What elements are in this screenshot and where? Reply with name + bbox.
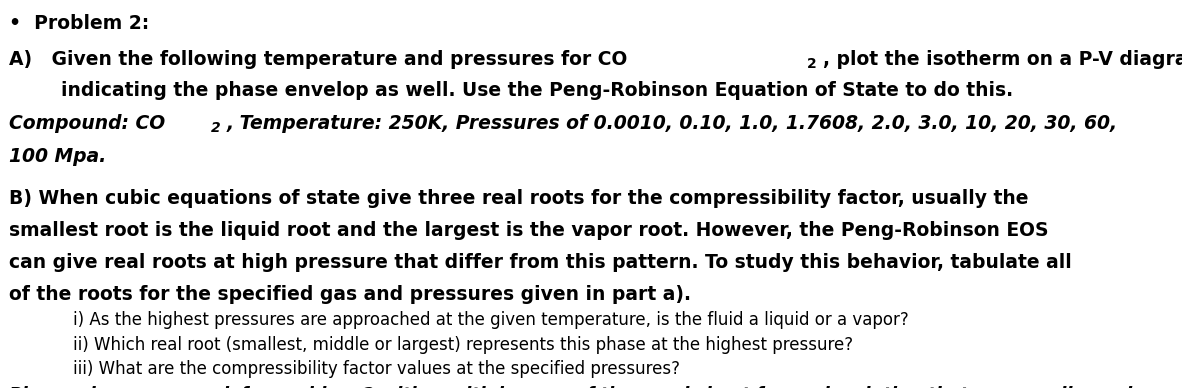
Text: can give real roots at high pressure that differ from this pattern. To study thi: can give real roots at high pressure tha…: [9, 253, 1072, 272]
Text: A)   Given the following temperature and pressures for CO: A) Given the following temperature and p…: [9, 50, 628, 69]
Text: Compound: CO: Compound: CO: [9, 114, 165, 133]
Text: indicating the phase envelop as well. Use the Peng-Robinson Equation of State to: indicating the phase envelop as well. Us…: [9, 81, 1014, 100]
Text: smallest root is the liquid root and the largest is the vapor root. However, the: smallest root is the liquid root and the…: [9, 221, 1048, 240]
Text: 2: 2: [807, 57, 817, 71]
Text: of the roots for the specified gas and pressures given in part a).: of the roots for the specified gas and p…: [9, 285, 691, 304]
Text: iii) What are the compressibility factor values at the specified pressures?: iii) What are the compressibility factor…: [73, 360, 681, 378]
Text: •  Problem 2:: • Problem 2:: [9, 14, 150, 33]
Text: , plot the isotherm on a P-V diagram,: , plot the isotherm on a P-V diagram,: [824, 50, 1182, 69]
Text: 100 Mpa.: 100 Mpa.: [9, 147, 106, 166]
Text: 2: 2: [212, 121, 221, 135]
Text: , Temperature: 250K, Pressures of 0.0010, 0.10, 1.0, 1.7608, 2.0, 3.0, 10, 20, 3: , Temperature: 250K, Pressures of 0.0010…: [227, 114, 1118, 133]
Text: ii) Which real root (smallest, middle or largest) represents this phase at the h: ii) Which real root (smallest, middle or…: [73, 336, 853, 353]
Text: i) As the highest pressures are approached at the given temperature, is the flui: i) As the highest pressures are approach…: [73, 311, 909, 329]
Text: Please show your work for problem 2 wither with images of the excel sheet for ea: Please show your work for problem 2 with…: [9, 386, 1182, 388]
Text: B) When cubic equations of state give three real roots for the compressibility f: B) When cubic equations of state give th…: [9, 189, 1030, 208]
